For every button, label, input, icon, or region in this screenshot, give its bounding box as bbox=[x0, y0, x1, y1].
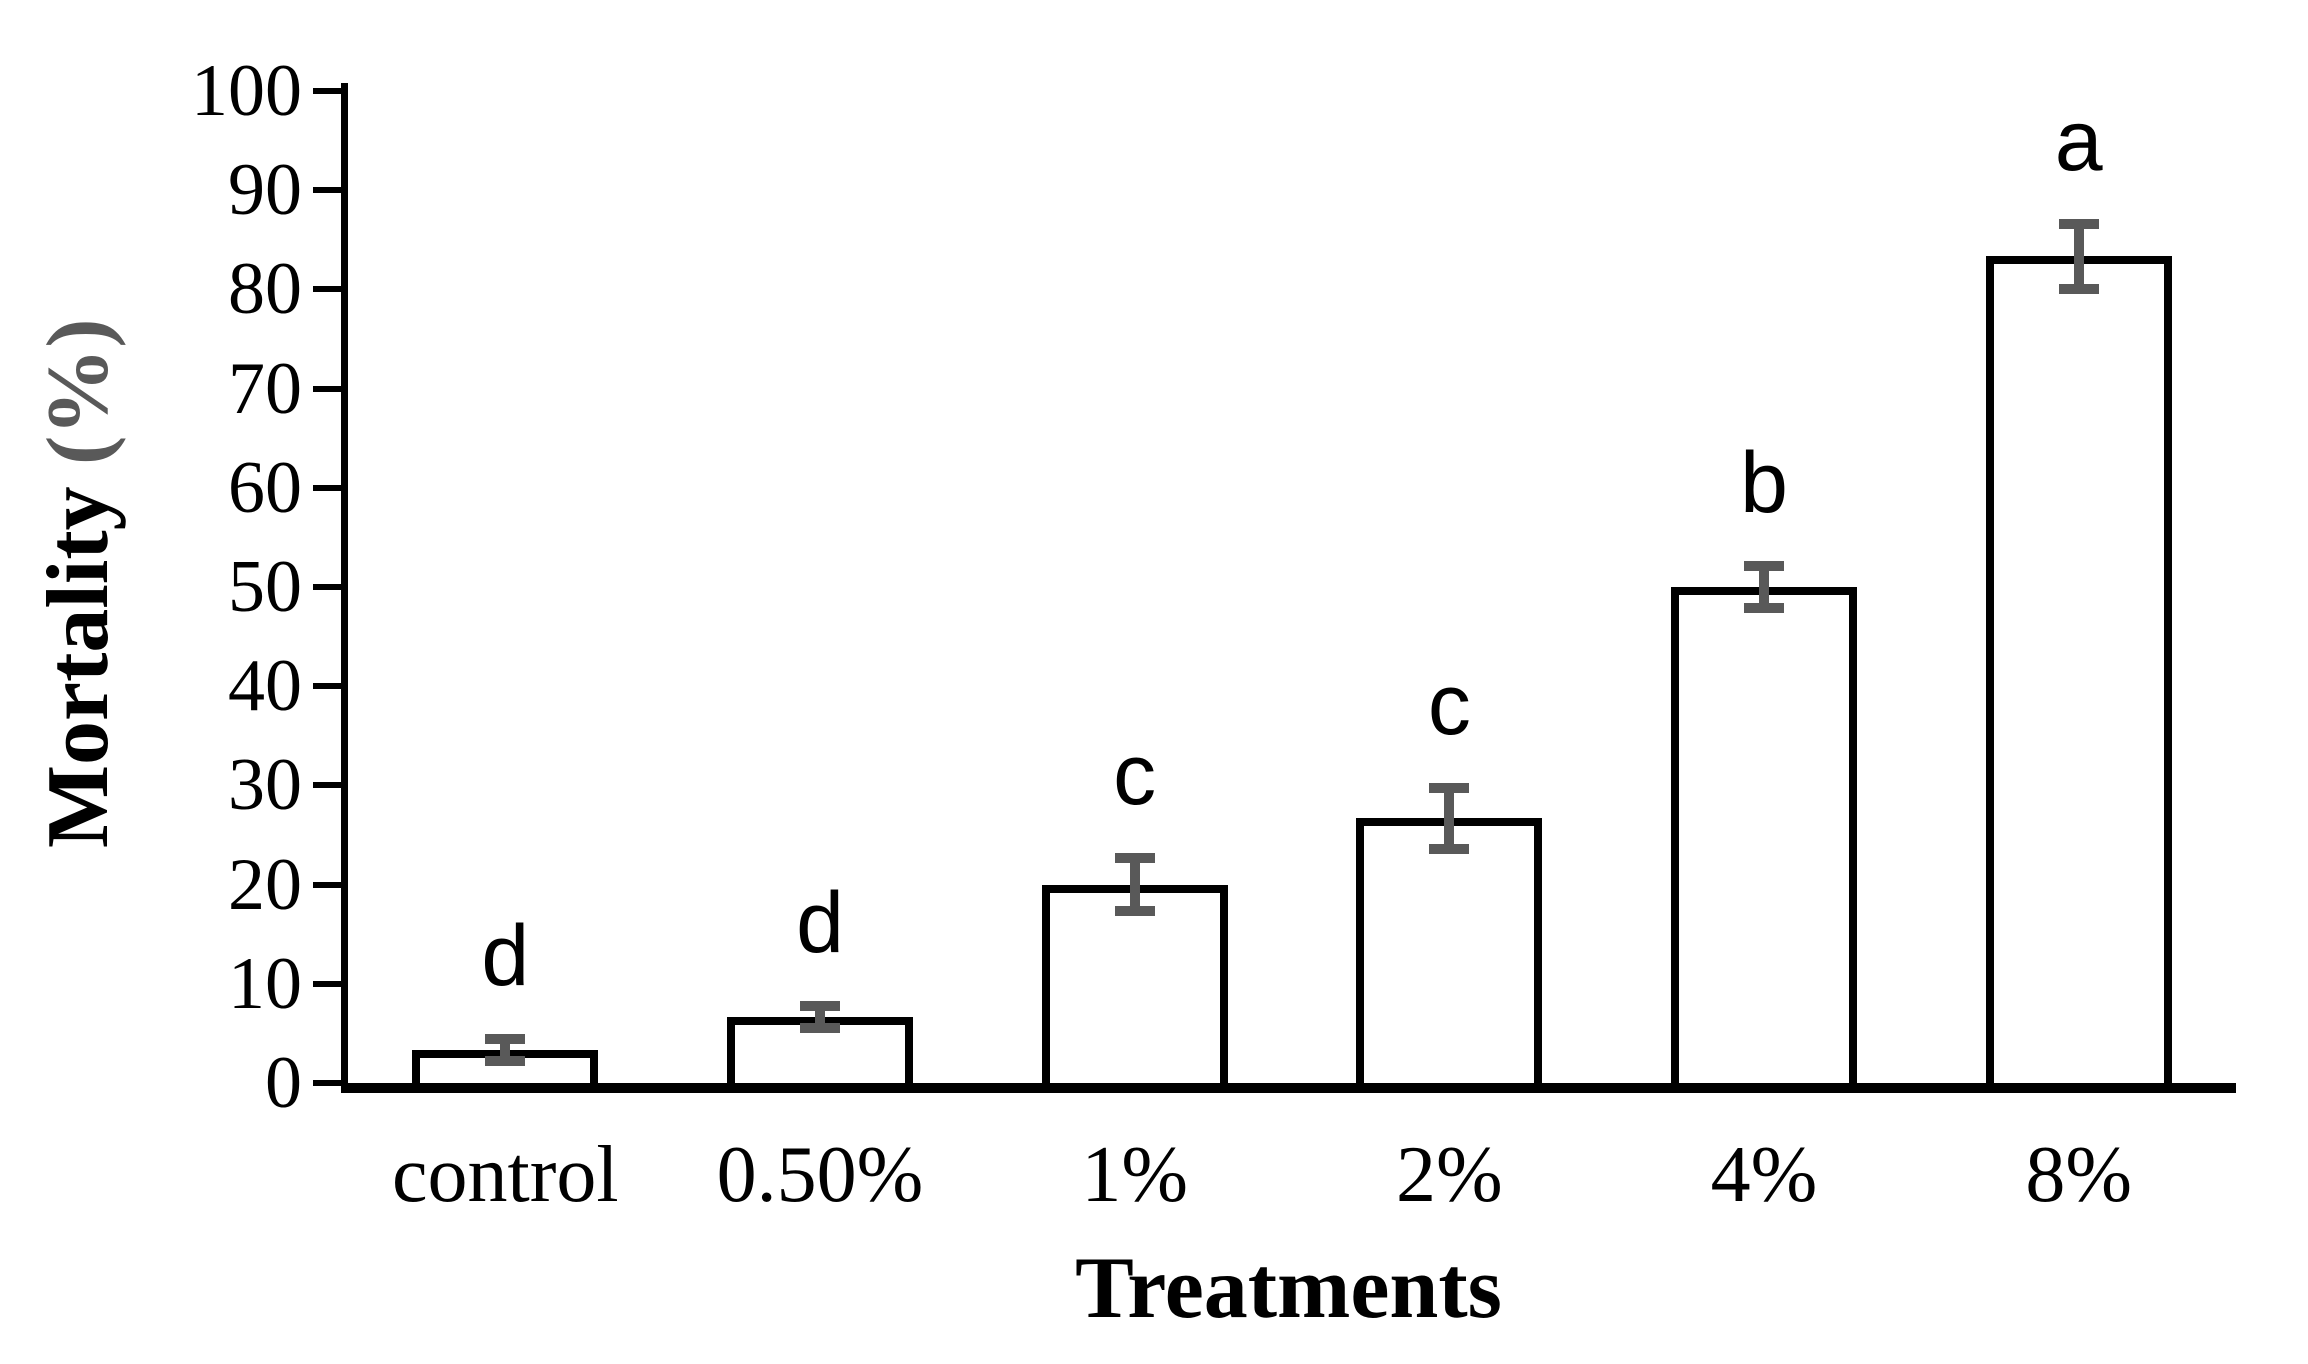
y-tick-mark bbox=[313, 980, 341, 987]
significance-letter-2%: c bbox=[1427, 656, 1471, 753]
y-tick-label: 10 bbox=[228, 942, 302, 1025]
error-bar-stem bbox=[1759, 566, 1769, 608]
y-tick-label: 80 bbox=[228, 248, 302, 331]
y-axis-title: Mortality (%) bbox=[14, 83, 144, 1083]
y-tick-label: 50 bbox=[228, 546, 302, 628]
y-tick-mark bbox=[313, 782, 341, 789]
significance-letter-8%: a bbox=[2054, 92, 2103, 189]
y-tick-label: 0 bbox=[265, 1042, 302, 1124]
y-tick-label: 70 bbox=[228, 347, 302, 430]
y-tick-label: 100 bbox=[191, 50, 302, 132]
y-axis-title-text: Mortality bbox=[30, 486, 127, 848]
error-bar-cap-top bbox=[485, 1034, 526, 1045]
plot-area: 0 10 20 30 40 50 60 70 80 90 100 d control d 0.50% c 1% c… bbox=[191, 54, 2236, 1215]
error-bar-cap-bottom bbox=[1429, 844, 1470, 855]
error-bar-cap-top bbox=[1429, 782, 1470, 793]
y-tick-mark bbox=[313, 1080, 341, 1086]
error-bar-cap-bottom bbox=[2058, 284, 2099, 295]
x-axis-label-4%: 4% bbox=[1710, 1131, 1818, 1219]
error-bar-cap-top bbox=[800, 1000, 840, 1011]
error-bar-cap-bottom bbox=[1114, 906, 1155, 917]
y-tick-label: 20 bbox=[228, 843, 302, 926]
x-axis-label-0.50%: 0.50% bbox=[716, 1131, 924, 1219]
bar-8% bbox=[1985, 256, 2172, 1083]
significance-letter-1%: c bbox=[1113, 726, 1157, 823]
error-bar-cap-top bbox=[1114, 852, 1155, 863]
y-tick-label: 90 bbox=[228, 149, 302, 232]
y-tick-mark bbox=[313, 584, 341, 590]
y-tick-mark bbox=[313, 187, 341, 194]
y-tick-mark bbox=[313, 484, 341, 491]
x-axis-label-1%: 1% bbox=[1081, 1131, 1188, 1219]
y-tick-mark bbox=[313, 286, 341, 293]
error-bar-stem bbox=[815, 1005, 825, 1028]
significance-letter-0.50%: d bbox=[796, 874, 844, 971]
error-bar-stem bbox=[1129, 857, 1140, 912]
x-axis-label-control: control bbox=[392, 1131, 619, 1219]
x-axis-label-8%: 8% bbox=[2025, 1131, 2132, 1219]
y-tick-mark bbox=[313, 683, 341, 690]
y-tick-mark bbox=[313, 881, 341, 888]
error-bar-cap-top bbox=[1744, 561, 1784, 572]
y-tick-label: 40 bbox=[228, 645, 302, 728]
y-tick-mark bbox=[313, 385, 341, 392]
error-bar-stem bbox=[2073, 223, 2084, 290]
x-axis-title: Treatments bbox=[1075, 1240, 1502, 1337]
bar-2% bbox=[1356, 818, 1543, 1083]
y-tick-mark bbox=[313, 88, 341, 94]
y-tick-label: 30 bbox=[228, 744, 302, 827]
error-bar-stem bbox=[1444, 787, 1455, 850]
error-bar-cap-bottom bbox=[800, 1022, 840, 1033]
bar-4% bbox=[1671, 587, 1857, 1083]
y-axis-title-unit: (%) bbox=[30, 318, 127, 465]
error-bar-stem bbox=[500, 1039, 511, 1061]
y-tick-label: 60 bbox=[228, 446, 302, 529]
x-axis-label-2%: 2% bbox=[1396, 1131, 1503, 1219]
error-bar-cap-bottom bbox=[485, 1055, 526, 1066]
significance-letter-control: d bbox=[481, 908, 530, 1005]
error-bar-cap-bottom bbox=[1744, 602, 1784, 613]
bar-1% bbox=[1041, 884, 1228, 1083]
error-bar-cap-top bbox=[2058, 218, 2099, 229]
significance-letter-4%: b bbox=[1740, 435, 1788, 532]
